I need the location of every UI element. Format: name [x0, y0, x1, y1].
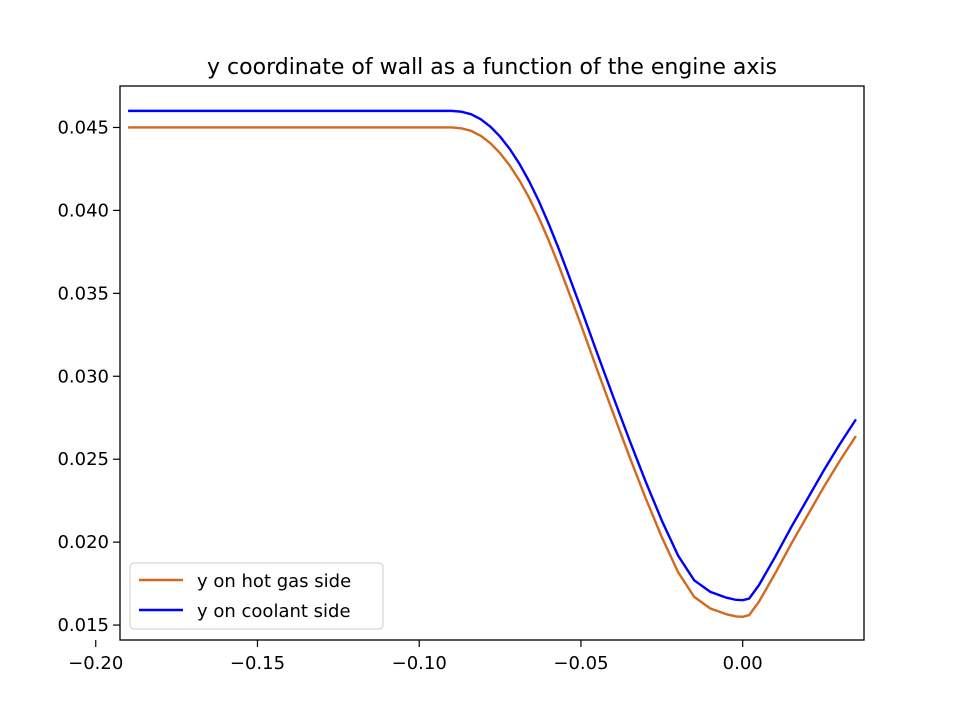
y-tick-label: 0.015 [57, 615, 109, 636]
y-tick-label: 0.030 [57, 366, 109, 387]
y-tick-label: 0.035 [57, 283, 109, 304]
series-layer [128, 109, 857, 618]
legend-label-hot-gas: y on hot gas side [197, 571, 351, 592]
x-tick-label: −0.15 [230, 653, 285, 674]
legend-label-coolant: y on coolant side [197, 601, 351, 622]
y-tick-label: 0.020 [57, 532, 109, 553]
y-tick-label: 0.040 [57, 200, 109, 221]
series-line-coolant [128, 109, 857, 602]
plot-area [119, 85, 865, 641]
y-tick-label: 0.045 [57, 117, 109, 138]
y-axis: 0.015 0.020 0.025 0.030 0.035 0.040 0.045 [57, 117, 120, 636]
series-line-hot-gas [128, 126, 857, 618]
x-axis: −0.20 −0.15 −0.10 −0.05 0.00 [68, 640, 763, 674]
x-tick-label: 0.00 [723, 653, 763, 674]
y-tick-label: 0.025 [57, 449, 109, 470]
legend: y on hot gas side y on coolant side [129, 562, 384, 630]
legend-frame [129, 562, 384, 630]
chart-title: y coordinate of wall as a function of th… [207, 55, 777, 80]
x-tick-label: −0.10 [392, 653, 447, 674]
x-tick-label: −0.05 [553, 653, 608, 674]
x-tick-label: −0.20 [68, 653, 123, 674]
